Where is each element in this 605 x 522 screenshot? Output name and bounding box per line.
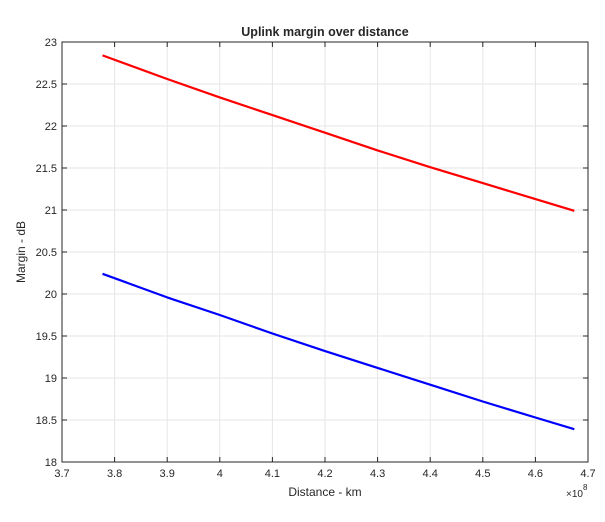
y-tick-label: 19.5 xyxy=(36,331,57,343)
y-tick-label: 23 xyxy=(45,37,57,49)
series-line-2 xyxy=(102,272,575,431)
x-tick-label: 4 xyxy=(217,468,223,480)
x-tick-label: 4.4 xyxy=(423,468,438,480)
x-axis-exponent: ×10 8 xyxy=(566,483,588,500)
x-tick-label: 4.2 xyxy=(317,468,332,480)
y-tick-label: 21 xyxy=(45,205,57,217)
x-tick-label: 3.9 xyxy=(160,468,175,480)
chart-title: Uplink margin over distance xyxy=(241,25,408,39)
x-tick-label: 4.6 xyxy=(528,468,543,480)
grid-lines xyxy=(62,42,588,462)
x-tick-label: 4.1 xyxy=(265,468,280,480)
series-lines xyxy=(102,54,575,431)
x-tick-label: 4.7 xyxy=(580,468,595,480)
y-tick-label: 18.5 xyxy=(36,415,57,427)
series-line-1 xyxy=(102,54,575,212)
y-tick-label: 22 xyxy=(45,121,57,133)
y-tick-label: 19 xyxy=(45,373,57,385)
y-tick-label: 22.5 xyxy=(36,79,57,91)
x-exponent-power: 8 xyxy=(583,483,588,492)
y-tick-label: 18 xyxy=(45,457,57,469)
x-tick-label: 3.8 xyxy=(107,468,122,480)
y-axis-label: Margin - dB xyxy=(14,221,28,283)
x-tick-label: 4.5 xyxy=(475,468,490,480)
y-tick-label: 20.5 xyxy=(36,247,57,259)
axis-ticks: 3.7 3.8 3.9 4 4.1 4.2 4.3 4.4 4.5 4.6 4.7 18 18.5 19 1… xyxy=(36,37,596,480)
y-tick-label: 21.5 xyxy=(36,163,57,175)
y-tick-label: 20 xyxy=(45,289,57,301)
x-tick-label: 4.3 xyxy=(370,468,385,480)
x-tick-label: 3.7 xyxy=(54,468,69,480)
x-axis-label: Distance - km xyxy=(288,485,361,499)
x-exponent-base: ×10 xyxy=(566,489,583,500)
